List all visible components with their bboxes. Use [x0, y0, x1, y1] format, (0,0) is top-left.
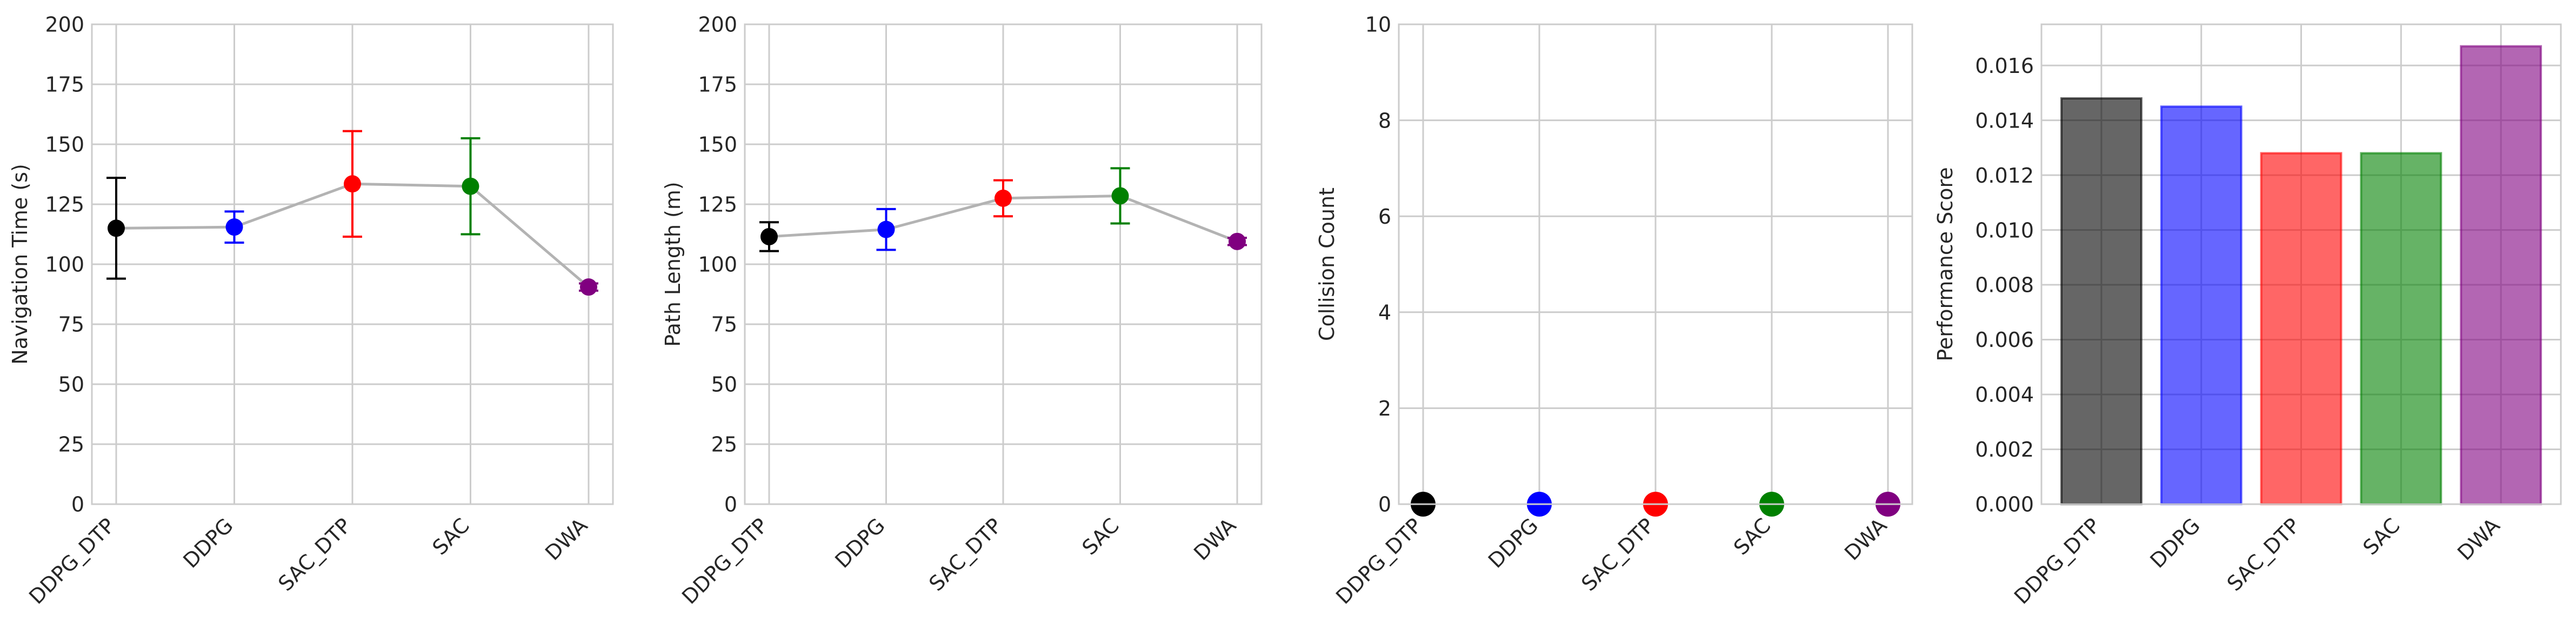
x-tick-label: DWA: [1840, 513, 1891, 565]
y-tick-label: 0.006: [1975, 328, 2034, 352]
x-tick-label: SAC: [1078, 513, 1124, 559]
point-sac-dtp: [344, 175, 361, 193]
y-tick-label: 50: [711, 373, 737, 397]
x-tick-label: DWA: [1189, 513, 1240, 565]
y-tick-label: 125: [698, 193, 737, 217]
y-tick-label: 175: [45, 73, 84, 97]
y-tick-label: 200: [45, 13, 84, 37]
x-tick-label: DDPG: [1484, 513, 1543, 573]
y-tick-label: 0.004: [1975, 383, 2034, 407]
chart-4-performance-score: 0.000 0.002 0.004 0.006 0.008 0.010 0.012 0.014…: [1933, 23, 2562, 609]
x-tick-label: DDPG_DTP: [2010, 513, 2105, 608]
y-tick-label: 10: [1365, 13, 1391, 37]
y-tick-label: 75: [58, 313, 84, 337]
y-tick-label: 0.010: [1975, 218, 2034, 242]
plot-frame: [91, 23, 614, 505]
y-axis-label: Navigation Time (s): [8, 164, 32, 365]
x-tick-label: DDPG_DTP: [1331, 513, 1426, 608]
point-ddpg-dtp: [760, 227, 778, 245]
x-tick-label: SAC: [1729, 513, 1775, 559]
x-tick-label: SAC_DTP: [924, 513, 1006, 595]
point-sac: [462, 177, 479, 195]
point-dwa: [1229, 232, 1246, 250]
y-axis-label: Performance Score: [1933, 167, 1957, 361]
y-tick-label: 50: [58, 373, 84, 397]
chart-3-collision-count: 0 2 4 6 8 10 DDPG_DTP DDPG SAC_DTP SAC DWA Collisio…: [1315, 13, 1913, 609]
y-tick-label: 150: [698, 133, 737, 157]
point-ddpg: [225, 218, 243, 236]
y-tick-label: 0: [71, 493, 84, 517]
x-tick-label: SAC_DTP: [2223, 513, 2305, 595]
x-tick-label: DWA: [540, 513, 592, 565]
x-tick-label: DWA: [2453, 513, 2504, 565]
plot-frame: [2040, 23, 2562, 505]
x-tick-label: SAC: [2358, 513, 2404, 559]
y-tick-label: 6: [1378, 205, 1391, 229]
y-tick-label: 0: [1378, 493, 1391, 517]
x-tick-label: DDPG: [830, 513, 890, 573]
y-axis-label: Path Length (m): [661, 182, 685, 346]
y-tick-label: 0.014: [1975, 109, 2034, 132]
x-tick-label: DDPG_DTP: [24, 513, 119, 608]
y-tick-label: 150: [45, 133, 84, 157]
plot-frame: [744, 23, 1263, 505]
bar-sac-dtp: [2260, 152, 2343, 505]
y-tick-label: 0.012: [1975, 164, 2034, 188]
x-tick-label: SAC: [428, 513, 474, 559]
chart-1-navigation-time: 0 25 50 75 100 125 150 175 200 DDPG_DTP DDPG SAC_DT…: [8, 13, 614, 609]
y-tick-label: 75: [711, 313, 737, 337]
y-tick-label: 200: [698, 13, 737, 37]
bar-ddpg: [2160, 105, 2243, 505]
y-tick-label: 8: [1378, 109, 1391, 132]
bar-dwa: [2460, 45, 2542, 505]
y-tick-label: 100: [45, 253, 84, 277]
y-tick-label: 0.008: [1975, 273, 2034, 297]
y-tick-label: 2: [1378, 397, 1391, 420]
point-dwa: [580, 278, 597, 296]
bar-sac: [2360, 152, 2442, 505]
x-tick-label: DDPG: [2146, 513, 2205, 573]
point-ddpg-dtp: [108, 219, 125, 237]
y-tick-label: 0.002: [1975, 438, 2034, 461]
y-tick-label: 4: [1378, 300, 1391, 324]
y-tick-label: 125: [45, 193, 84, 217]
y-tick-label: 175: [698, 73, 737, 97]
y-tick-label: 100: [698, 253, 737, 277]
x-tick-label: SAC_DTP: [273, 513, 356, 595]
plot-frame: [1398, 23, 1913, 505]
y-axis-label: Collision Count: [1315, 188, 1339, 341]
y-tick-label: 0.000: [1975, 493, 2034, 517]
y-tick-label: 0: [724, 493, 737, 517]
x-tick-label: DDPG_DTP: [677, 513, 772, 608]
y-tick-label: 0.016: [1975, 54, 2034, 78]
point-sac: [1111, 187, 1129, 205]
point-ddpg: [877, 220, 895, 238]
x-tick-label: SAC_DTP: [1577, 513, 1659, 595]
x-tick-label: DDPG: [178, 513, 238, 573]
chart-2-path-length: 0 25 50 75 100 125 150 175 200 DDPG_DTP DDPG SAC_DT…: [661, 13, 1263, 609]
y-tick-label: 25: [711, 433, 737, 457]
point-sac-dtp: [995, 189, 1012, 207]
y-tick-label: 25: [58, 433, 84, 457]
bar-ddpg-dtp: [2060, 97, 2143, 505]
